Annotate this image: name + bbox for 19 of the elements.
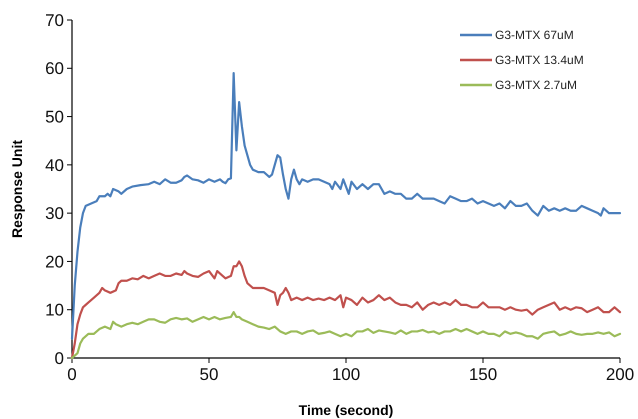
y-tick-label: 70 <box>45 10 64 30</box>
x-tick-label: 200 <box>606 365 634 384</box>
x-axis-title: Time (second) <box>298 402 394 418</box>
y-tick-label: 10 <box>45 300 64 320</box>
y-tick-label: 40 <box>45 156 64 175</box>
y-tick-label: 20 <box>45 252 64 272</box>
line-series <box>70 72 622 340</box>
y-tick-label: 60 <box>45 59 64 78</box>
legend-label: G3-MTX 67uM <box>495 28 574 42</box>
y-axis-title: Response Unit <box>9 140 25 238</box>
x-tick-label: 100 <box>332 365 360 384</box>
y-tick-label: 50 <box>45 108 64 127</box>
legend-label: G3-MTX 2.7uM <box>495 78 578 92</box>
x-tick-label: 0 <box>67 365 77 384</box>
x-tick-label: 50 <box>200 365 218 384</box>
y-tick-label: 0 <box>54 348 64 368</box>
x-tick-label: 150 <box>468 365 498 384</box>
y-tick-label: 30 <box>45 204 64 224</box>
legend-label: G3-MTX 13.4uM <box>495 53 584 67</box>
